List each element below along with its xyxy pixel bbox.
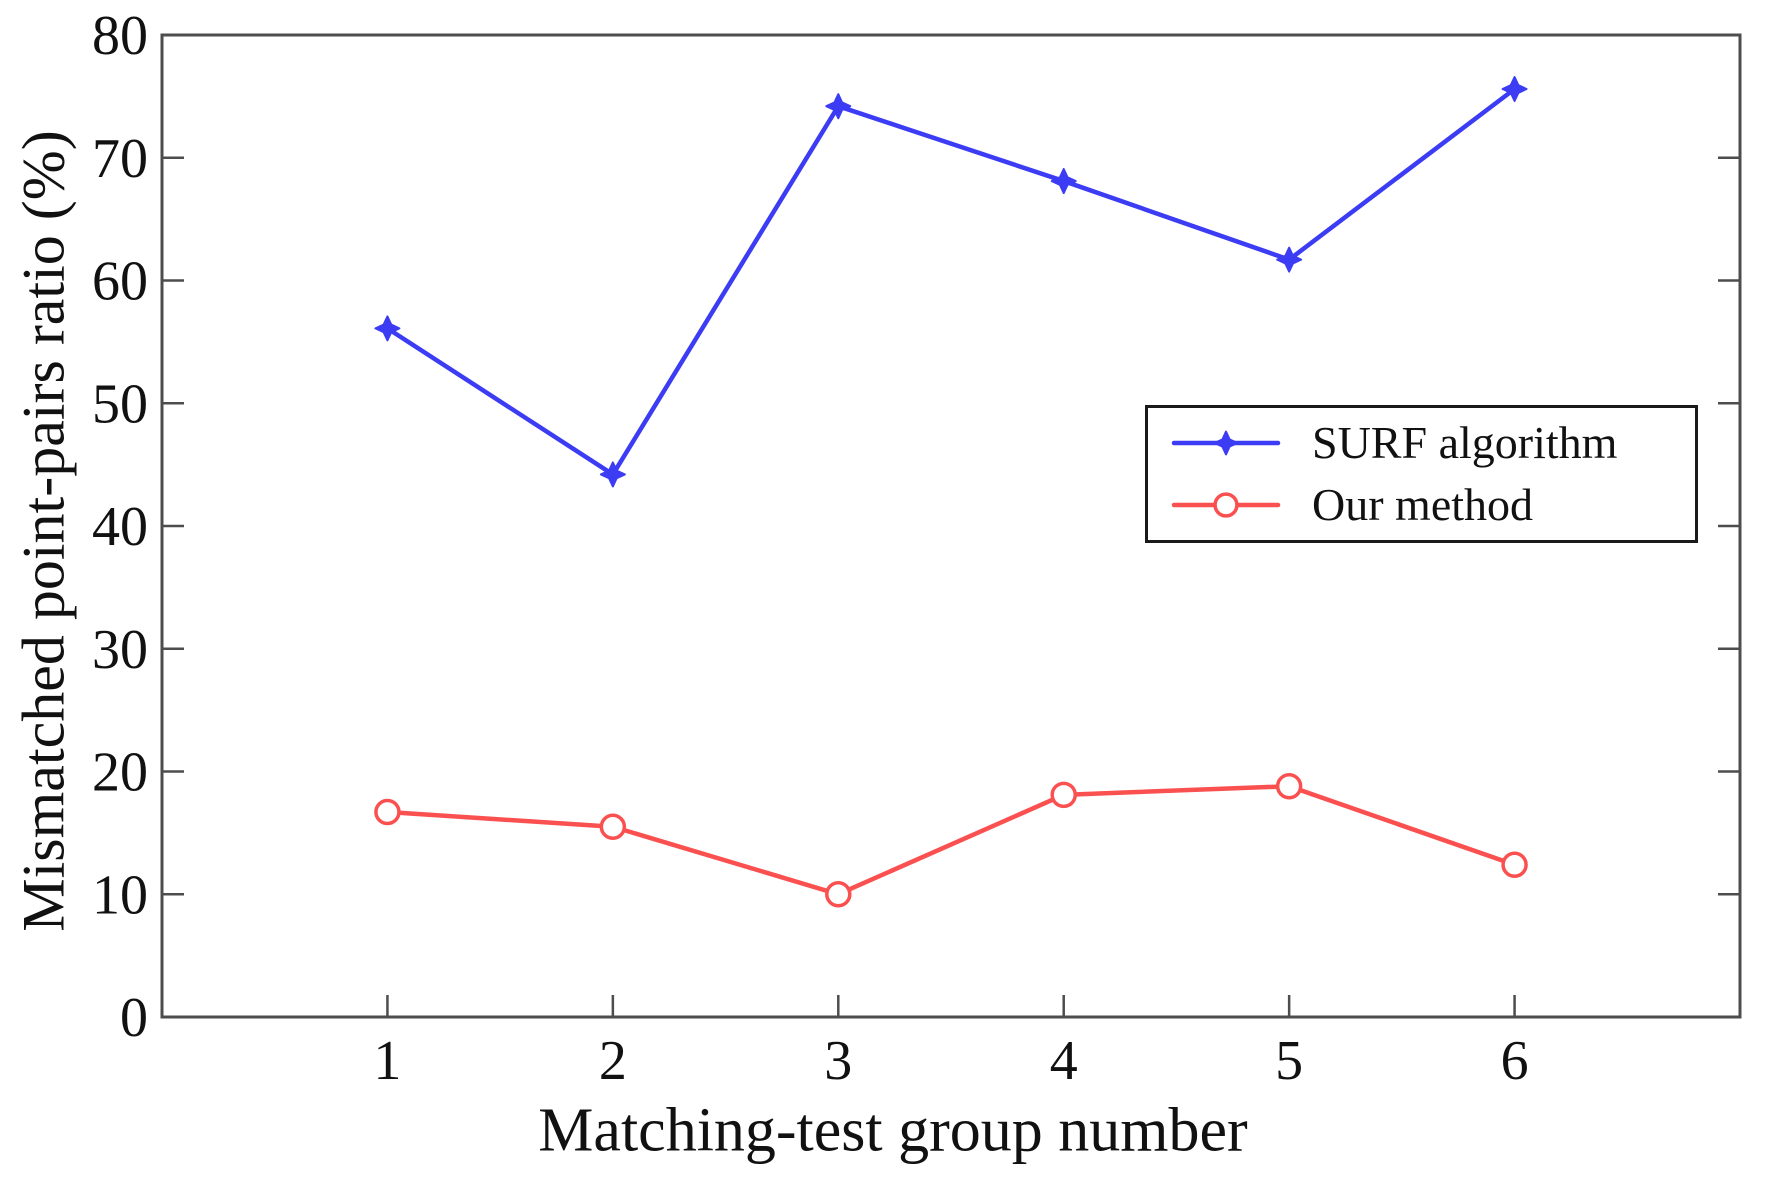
y-axis-label: Mismatched point-pairs ratio (%) bbox=[10, 130, 77, 932]
y-tick-label: 60 bbox=[92, 251, 148, 313]
x-tick-label: 6 bbox=[1501, 1030, 1529, 1092]
x-tick-label: 5 bbox=[1275, 1030, 1303, 1092]
legend-line-circle-icon bbox=[1171, 492, 1281, 518]
series-line bbox=[385, 86, 1517, 477]
circle-marker-icon bbox=[1050, 781, 1077, 809]
star-marker-icon bbox=[1213, 430, 1239, 456]
circle-marker-icon bbox=[1213, 492, 1239, 518]
legend-label: Our method bbox=[1312, 479, 1534, 530]
x-tick-label: 2 bbox=[599, 1030, 627, 1092]
y-tick-label: 20 bbox=[92, 742, 148, 804]
y-tick-label: 70 bbox=[92, 128, 148, 190]
star-marker-icon bbox=[1050, 168, 1077, 195]
y-tick-label: 30 bbox=[92, 619, 148, 681]
legend-line-star-icon bbox=[1171, 430, 1281, 456]
star-marker-icon bbox=[825, 93, 852, 120]
x-tick-label: 4 bbox=[1050, 1030, 1078, 1092]
star-marker-icon bbox=[1501, 76, 1528, 103]
y-tick-label: 50 bbox=[92, 373, 148, 435]
star-marker-icon bbox=[374, 315, 401, 342]
circle-marker-icon bbox=[1501, 851, 1528, 879]
x-tick-label: 3 bbox=[824, 1030, 852, 1092]
circle-marker-icon bbox=[825, 881, 852, 908]
legend-entry-surf: SURF algorithm bbox=[1170, 417, 1695, 469]
legend-entry-our-method: Our method bbox=[1170, 479, 1695, 531]
y-tick-label: 80 bbox=[92, 5, 148, 67]
legend-label: SURF algorithm bbox=[1312, 417, 1618, 468]
circle-marker-icon bbox=[1275, 772, 1303, 800]
series-line bbox=[385, 783, 1517, 897]
star-marker-icon bbox=[1276, 246, 1303, 273]
circle-marker-icon bbox=[374, 798, 401, 826]
legend: SURF algorithm Our method bbox=[1145, 405, 1698, 543]
x-axis-label: Matching-test group number bbox=[538, 1096, 1248, 1165]
y-tick-label: 0 bbox=[120, 987, 148, 1049]
circle-marker-icon bbox=[599, 813, 627, 840]
x-tick-label: 1 bbox=[373, 1030, 401, 1092]
star-marker-icon bbox=[599, 461, 626, 488]
y-tick-label: 40 bbox=[92, 496, 148, 558]
y-tick-label: 10 bbox=[92, 864, 148, 926]
